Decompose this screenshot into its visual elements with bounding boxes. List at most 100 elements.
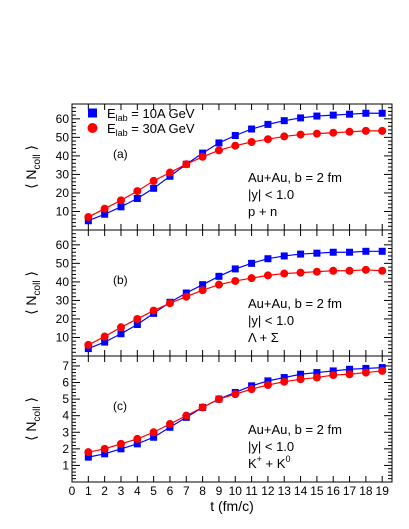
data-point bbox=[231, 132, 239, 139]
legend-item: Elab = 30A GeV bbox=[87, 121, 195, 138]
data-point bbox=[117, 330, 125, 338]
data-point bbox=[312, 129, 321, 138]
y-tick-label: 1 bbox=[62, 458, 69, 472]
data-point bbox=[214, 280, 223, 289]
data-point bbox=[361, 126, 370, 135]
x-tick-label: 15 bbox=[310, 484, 324, 498]
data-point bbox=[378, 126, 387, 135]
x-tick-label: 9 bbox=[216, 484, 223, 498]
x-tick-label: 19 bbox=[376, 484, 390, 498]
y-axis-label: ⟨ Ncoll ⟩ bbox=[23, 397, 43, 441]
panel-b: 10 20 30 40 50 60 ⟨ Ncoll ⟩ (b) Au+Au, b = 2 fm |… bbox=[23, 229, 393, 357]
x-tick-label: 7 bbox=[183, 484, 190, 498]
data-point bbox=[280, 377, 289, 386]
data-point bbox=[280, 252, 288, 260]
data-point bbox=[231, 265, 239, 273]
x-tick-label: 16 bbox=[327, 484, 341, 498]
annotation: Au+Au, b = 2 fm bbox=[248, 296, 342, 311]
series-30A-GeV bbox=[84, 265, 387, 349]
data-point bbox=[362, 109, 370, 117]
data-point bbox=[231, 390, 240, 399]
data-point bbox=[345, 370, 354, 379]
data-point bbox=[296, 268, 305, 277]
data-point bbox=[361, 265, 370, 274]
data-point bbox=[133, 195, 141, 202]
data-point bbox=[263, 381, 272, 390]
y-tick-label: 40 bbox=[56, 275, 70, 289]
data-point bbox=[264, 377, 272, 385]
series-30A-GeV bbox=[84, 366, 387, 457]
data-point bbox=[215, 139, 223, 147]
data-point bbox=[214, 146, 223, 155]
data-point bbox=[280, 117, 288, 125]
data-point bbox=[329, 266, 338, 275]
data-point bbox=[312, 373, 321, 382]
data-point bbox=[361, 368, 370, 377]
data-point bbox=[150, 184, 158, 192]
data-point bbox=[117, 203, 125, 211]
data-point bbox=[345, 127, 354, 136]
y-tick-label: 40 bbox=[56, 149, 70, 163]
y-tick-label: 7 bbox=[62, 359, 69, 373]
series-30A-GeV bbox=[84, 126, 387, 222]
panel-c: 1 2 3 4 5 6 7 ⟨ Ncoll ⟩ (c) Au+Au, b = 2 fm |y| < … bbox=[23, 355, 393, 483]
x-tick-label: 18 bbox=[359, 484, 373, 498]
data-point bbox=[248, 259, 256, 267]
legend-label: Elab = 10A GeV bbox=[107, 106, 195, 123]
y-tick-label: 10 bbox=[56, 204, 70, 218]
annotation: |y| < 1.0 bbox=[248, 313, 294, 328]
y-tick-label: 3 bbox=[62, 425, 69, 439]
data-point bbox=[264, 255, 272, 263]
data-point bbox=[133, 440, 141, 448]
data-point bbox=[264, 120, 272, 128]
x-tick-label: 13 bbox=[278, 484, 292, 498]
data-point bbox=[296, 375, 305, 384]
panel-label: (a) bbox=[113, 147, 128, 161]
data-point bbox=[133, 321, 141, 328]
x-axis: 0 1 2 3 4 5 6 7 8 9 10 11 12 13 14 15 16 17 18 19t (fm/c) bbox=[69, 484, 390, 514]
y-axis-label-sub: coll bbox=[32, 406, 43, 421]
data-point bbox=[378, 247, 386, 255]
data-point bbox=[199, 281, 207, 289]
series-line bbox=[88, 370, 383, 453]
data-point bbox=[329, 248, 337, 256]
data-point bbox=[247, 274, 256, 283]
annotation: Au+Au, b = 2 fm bbox=[248, 422, 342, 437]
data-point bbox=[133, 434, 142, 443]
y-tick-label: 30 bbox=[56, 293, 70, 307]
data-point bbox=[248, 125, 256, 133]
data-point bbox=[100, 444, 109, 453]
data-point bbox=[231, 141, 240, 150]
x-tick-label: 12 bbox=[261, 484, 275, 498]
data-point bbox=[182, 292, 191, 301]
annotation: p + n bbox=[248, 204, 277, 219]
y-tick-label: 20 bbox=[56, 186, 70, 200]
legend-marker bbox=[88, 108, 97, 118]
data-point bbox=[182, 411, 191, 420]
y-axis-label-close: ⟩ bbox=[23, 397, 39, 406]
data-point bbox=[280, 374, 288, 382]
data-point bbox=[149, 428, 158, 437]
data-point bbox=[149, 176, 158, 185]
data-point bbox=[182, 160, 191, 169]
y-tick-label: 20 bbox=[56, 312, 70, 326]
x-tick-label: 8 bbox=[199, 484, 206, 498]
data-point bbox=[84, 213, 93, 222]
y-axis-label-close: ⟩ bbox=[23, 145, 39, 154]
annotation: K+ + K0 bbox=[248, 454, 290, 471]
data-point bbox=[297, 370, 305, 378]
data-point bbox=[280, 269, 289, 278]
x-tick-label: 11 bbox=[245, 484, 258, 498]
data-point bbox=[297, 114, 305, 122]
data-point bbox=[133, 314, 142, 323]
x-tick-label: 1 bbox=[85, 484, 92, 498]
x-tick-label: 14 bbox=[294, 484, 308, 498]
data-point bbox=[198, 152, 207, 161]
y-axis-label-main: ⟨ N bbox=[23, 421, 39, 440]
data-point bbox=[101, 210, 109, 218]
data-point bbox=[214, 395, 223, 404]
data-point bbox=[84, 453, 92, 461]
data-point bbox=[378, 266, 387, 275]
y-tick-label: 60 bbox=[56, 238, 70, 252]
